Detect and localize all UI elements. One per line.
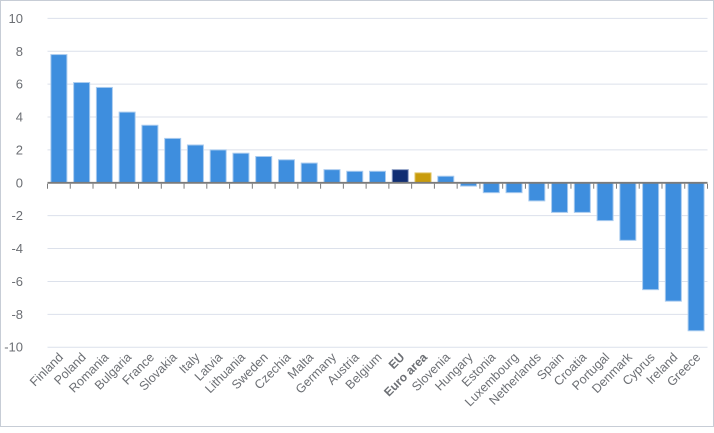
bar-malta	[300, 162, 318, 184]
y-tick-label: 6	[16, 77, 23, 92]
bar-slovakia	[164, 137, 182, 184]
bar-denmark	[619, 182, 637, 241]
bar-latvia	[209, 149, 227, 184]
bar-croatia	[573, 182, 591, 213]
bar-eu	[391, 169, 409, 184]
bar-luxembourg	[505, 182, 523, 194]
bar-estonia	[482, 182, 500, 194]
y-tick-label: -6	[11, 274, 23, 289]
bar-cyprus	[642, 182, 660, 291]
bar-portugal	[596, 182, 614, 222]
bar-netherlands	[528, 182, 546, 202]
y-tick-label: 10	[9, 11, 23, 26]
y-tick-label: -2	[11, 208, 23, 223]
y-tick-label: 8	[16, 44, 23, 59]
y-tick-label: 2	[16, 142, 23, 157]
bar-france	[141, 124, 159, 184]
bar-austria	[346, 170, 364, 184]
bar-czechia	[277, 159, 295, 184]
bar-bulgaria	[118, 111, 136, 184]
y-tick-label: -4	[11, 241, 23, 256]
bar-ireland	[664, 182, 682, 302]
bar-lithuania	[232, 152, 250, 184]
bar-sweden	[255, 155, 273, 184]
y-tick-label: 4	[16, 110, 23, 125]
bar-poland	[73, 82, 91, 184]
bar-euro-area	[414, 172, 432, 184]
y-tick-label: -8	[11, 307, 23, 322]
bar-slovenia	[437, 175, 455, 184]
y-tick-label: 0	[16, 175, 23, 190]
bar-greece	[687, 182, 705, 332]
bar-finland	[50, 54, 68, 184]
bar-italy	[186, 144, 204, 184]
bar-spain	[551, 182, 569, 213]
y-tick-label: -10	[4, 340, 23, 355]
bar-belgium	[369, 170, 386, 184]
bar-germany	[323, 169, 341, 184]
bar-romania	[95, 86, 113, 184]
